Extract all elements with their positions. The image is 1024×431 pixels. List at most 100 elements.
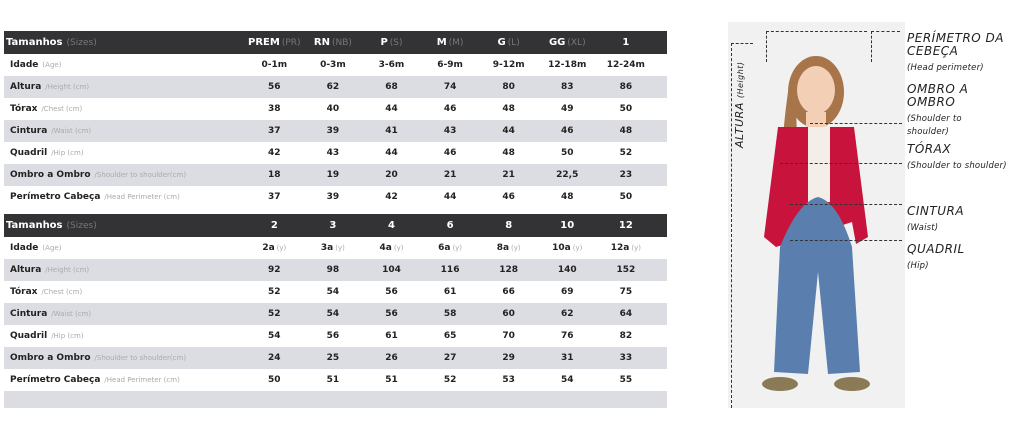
measure-name: Idade <box>10 243 39 253</box>
size-code: (M) <box>448 38 464 48</box>
cell-value: 12a <box>610 243 630 253</box>
cell-value: 75 <box>619 287 633 297</box>
table-row: Idade (Age) 0-1m 0-3m 3-6m 6-9m 9-12m 12-18m 12-… <box>4 54 667 76</box>
table-row: Altura/Height (cm) 56 62 68 74 80 83 86 <box>4 76 667 98</box>
cell-value: 50 <box>268 375 281 385</box>
cell-value: 65 <box>443 331 457 341</box>
table-cell: 46 <box>421 104 480 114</box>
measure-translation: /Head Perimeter (cm) <box>104 193 180 201</box>
cell-value: 48 <box>502 104 515 114</box>
table-cell: 55 <box>597 375 656 385</box>
table-cell: 8a (y) <box>479 243 538 253</box>
cell-value: 53 <box>502 375 515 385</box>
cell-value: 33 <box>619 353 633 363</box>
cell-value: 38 <box>268 104 281 114</box>
row-label: Altura/Height (cm) <box>4 265 245 275</box>
table-cell: 10a (y) <box>538 243 597 253</box>
cell-value: 26 <box>385 353 398 363</box>
cell-unit: (y) <box>335 244 345 252</box>
table-cell: 37 <box>245 192 304 202</box>
measure-translation: /Shoulder to shoulder(cm) <box>94 354 187 362</box>
cell-value: 92 <box>268 265 281 275</box>
cell-value: 46 <box>443 148 457 158</box>
table-cell: 50 <box>597 192 656 202</box>
cell-value: 0-1m <box>261 60 288 70</box>
cell-value: 52 <box>619 148 633 158</box>
size-code: (S) <box>389 38 403 48</box>
table-cell: 2a (y) <box>245 243 304 253</box>
head-dashed-line-right <box>871 31 900 62</box>
row-label: Idade (Age) <box>4 60 245 70</box>
measure-name: Cintura <box>10 309 48 319</box>
table-cell: 46 <box>538 126 597 136</box>
cell-value: 50 <box>619 192 633 202</box>
table-cell: 48 <box>538 192 597 202</box>
cell-value: 43 <box>326 148 340 158</box>
cell-value: 39 <box>326 126 340 136</box>
cell-value: 43 <box>443 126 457 136</box>
cell-value: 37 <box>268 126 281 136</box>
cell-value: 3-6m <box>378 60 405 70</box>
size-name: 10 <box>560 220 575 231</box>
measure-translation: /Head Perimeter (cm) <box>104 376 180 384</box>
cell-value: 69 <box>561 287 574 297</box>
row-label: Cintura/Waist (cm) <box>4 309 245 319</box>
size-column-header: 1 <box>597 37 656 48</box>
table-cell: 0-1m <box>245 60 304 70</box>
measure-translation: (Age) <box>42 244 62 252</box>
cell-value: 41 <box>385 126 398 136</box>
table-cell: 104 <box>362 265 421 275</box>
cell-value: 44 <box>385 104 398 114</box>
size-table-baby: Tamanhos (Sizes) PREM (PR) RN (NB) P (S) M (M) G (L… <box>4 31 667 208</box>
table-cell: 140 <box>538 265 597 275</box>
table-cell: 3-6m <box>362 60 421 70</box>
table-cell: 44 <box>362 104 421 114</box>
table-cell: 66 <box>479 287 538 297</box>
header-subtitle: (Sizes) <box>66 221 97 231</box>
cell-value: 70 <box>502 331 515 341</box>
cell-value: 18 <box>268 170 281 180</box>
cell-unit: (y) <box>276 244 287 252</box>
size-name: PREM <box>248 37 280 48</box>
cell-value: 9-12m <box>492 60 525 70</box>
table-cell: 24 <box>245 353 304 363</box>
table-cell: 53 <box>479 375 538 385</box>
size-code: (L) <box>507 38 520 48</box>
cell-value: 54 <box>326 287 340 297</box>
cell-value: 20 <box>385 170 398 180</box>
cell-value: 19 <box>326 170 340 180</box>
annotation-chest: TÓRAX (Shoulder to shoulder) <box>907 142 1007 172</box>
cell-value: 55 <box>619 375 633 385</box>
cell-value: 6a <box>438 243 451 253</box>
size-column-header: P (S) <box>362 37 421 48</box>
cell-value: 4a <box>379 243 392 253</box>
table-cell: 39 <box>304 192 363 202</box>
table-cell: 12-24m <box>597 60 656 70</box>
cell-value: 44 <box>443 192 457 202</box>
cell-value: 46 <box>561 126 574 136</box>
table-cell: 64 <box>597 309 656 319</box>
table-row: Ombro a Ombro/Shoulder to shoulder(cm) 24… <box>4 347 667 369</box>
cell-value: 22,5 <box>556 170 579 180</box>
cell-value: 56 <box>268 82 281 92</box>
cell-value: 48 <box>619 126 633 136</box>
size-name: 6 <box>446 220 454 231</box>
table-cell: 4a (y) <box>362 243 421 253</box>
size-column-header: G (L) <box>479 37 538 48</box>
measure-translation: /Height (cm) <box>45 266 90 274</box>
table-cell: 52 <box>597 148 656 158</box>
cell-value: 52 <box>268 309 281 319</box>
cell-unit: (y) <box>393 244 404 252</box>
table-footer-row <box>4 391 667 408</box>
table-cell: 21 <box>479 170 538 180</box>
annotation-shoulder: OMBRO A OMBRO (Shoulder to shoulder) <box>907 82 969 138</box>
cell-value: 40 <box>326 104 340 114</box>
table-cell: 46 <box>421 148 480 158</box>
cell-value: 86 <box>619 82 633 92</box>
table-cell: 42 <box>362 192 421 202</box>
chest-dashed-line <box>780 163 902 164</box>
size-name: G <box>497 37 506 48</box>
measure-name: Altura <box>10 265 42 275</box>
size-name: 8 <box>505 220 513 231</box>
table-cell: 31 <box>538 353 597 363</box>
